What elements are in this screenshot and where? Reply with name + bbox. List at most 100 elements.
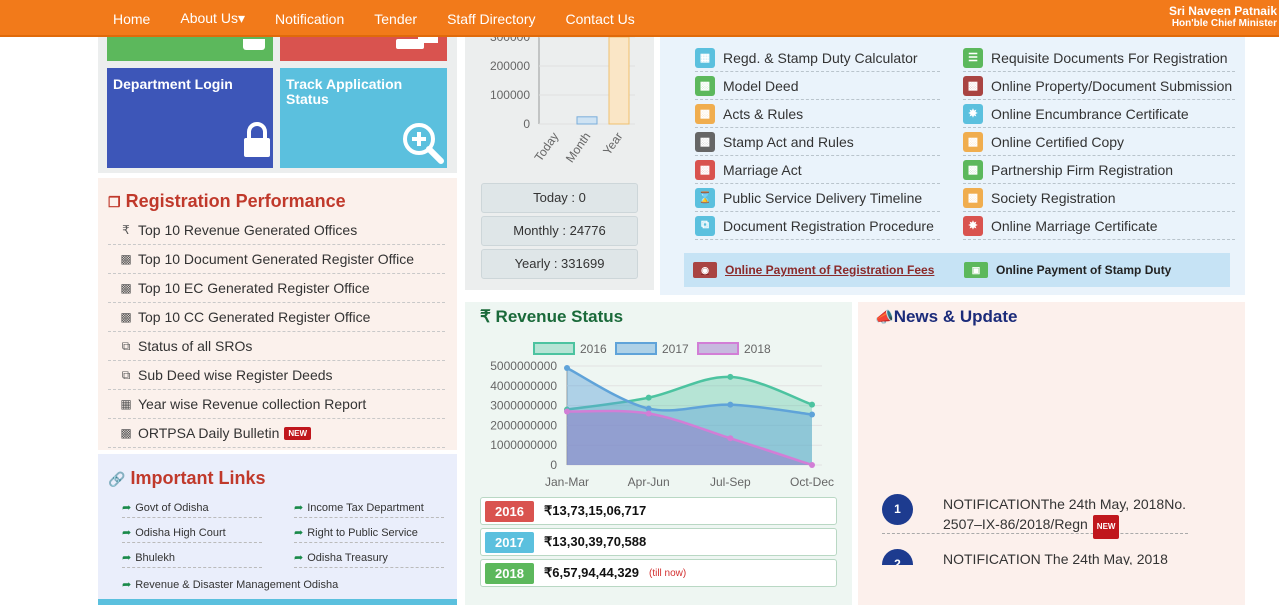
y-tick-label: 3000000000 (490, 399, 557, 413)
service-label: Online Certified Copy (991, 133, 1125, 150)
y-tick-label: 5000000000 (490, 359, 557, 373)
series-line (566, 375, 813, 411)
link-revenue-disaster[interactable]: ➦ Revenue & Disaster Management Odisha (122, 575, 352, 595)
service-link[interactable]: ☰ Requisite Documents For Registration (963, 44, 1235, 72)
service-link[interactable]: ▦ Regd. & Stamp Duty Calculator (695, 44, 940, 72)
link-high-court[interactable]: ➦ Odisha High Court (122, 523, 262, 543)
list-item[interactable]: ▩ Top 10 EC Generated Register Office (108, 274, 445, 303)
tile-icon (243, 39, 265, 50)
card-icon: ▣ (964, 262, 988, 278)
y-tick-label: 2000000000 (490, 418, 557, 432)
list-item[interactable]: ⧉ Sub Deed wise Register Deeds (108, 361, 445, 390)
link-right-to-public-service[interactable]: ➦ Right to Public Service (294, 523, 444, 543)
x-tick-label: Apr-Jun (628, 475, 670, 489)
list-item[interactable]: ⧉ Status of all SROs (108, 332, 445, 361)
track-application-tile[interactable]: Track Application Status (280, 68, 447, 168)
bookmark-icon: ❐ (108, 194, 121, 210)
news-text-content: NOTIFICATIONThe 24th May, 2018No. 2507–I… (943, 496, 1187, 532)
service-link[interactable]: ▩ Online Property/Document Submission (963, 72, 1235, 100)
lock-icon (241, 122, 273, 161)
service-link[interactable]: ✸ Online Encumbrance Certificate (963, 100, 1235, 128)
list-item[interactable]: ▦ Year wise Revenue collection Report (108, 390, 445, 419)
news-item[interactable]: 2 NOTIFICATION The 24th May, 2018 (882, 549, 1188, 565)
service-label: Marriage Act (723, 161, 802, 178)
service-label: Online Marriage Certificate (991, 217, 1158, 234)
year-badge: 2016 (485, 501, 534, 522)
service-icon: ✸ (963, 103, 983, 124)
service-link[interactable]: ▩ Stamp Act and Rules (695, 128, 940, 156)
revenue-amount: ₹13,73,15,06,717 (544, 503, 647, 518)
payment-bar: ◉ Online Payment of Registration Fees ▣ On… (684, 253, 1230, 287)
top-navigation: Home About Us▾ Notification Tender Staff… (0, 0, 1279, 37)
department-login-tile[interactable]: Department Login (107, 68, 273, 168)
service-link[interactable]: ⌛ Public Service Delivery Timeline (695, 184, 940, 212)
service-link[interactable]: ▩ Society Registration (963, 184, 1235, 212)
list-item-label: Year wise Revenue collection Report (138, 396, 367, 412)
x-tick-label: Jan-Mar (545, 475, 589, 489)
legend-label: 2017 (662, 342, 689, 356)
news-item[interactable]: 1 NOTIFICATIONThe 24th May, 2018No. 2507… (882, 494, 1188, 539)
share-arrow-icon: ➦ (294, 552, 304, 564)
series-line (566, 409, 813, 467)
list-item-label: Sub Deed wise Register Deeds (138, 367, 333, 383)
list-item-label: Top 10 Revenue Generated Offices (138, 222, 358, 238)
series-area (567, 376, 812, 465)
list-item-label: Top 10 Document Generated Register Offic… (138, 251, 415, 267)
monthly-count: Monthly : 24776 (481, 216, 638, 246)
link-icon: 🔗 (108, 471, 126, 487)
till-now-note: (till now) (649, 568, 687, 579)
nav-notification[interactable]: Notification (274, 10, 345, 27)
data-point (727, 401, 734, 408)
data-point (809, 462, 815, 468)
nav-about-us[interactable]: About Us▾ (180, 10, 245, 26)
document-icon: ▩ (120, 252, 132, 266)
revenue-row-2016: 2016 ₹13,73,15,06,717 (480, 497, 837, 525)
top-green-tile[interactable] (107, 37, 273, 61)
service-icon: ▩ (963, 159, 983, 180)
nav-staff-directory[interactable]: Staff Directory (447, 10, 536, 27)
service-label: Online Property/Document Submission (991, 77, 1233, 94)
list-item-label: Status of all SROs (138, 338, 253, 354)
series-area (567, 367, 812, 465)
service-icon: ▩ (695, 75, 715, 96)
document-icon: ▩ (120, 426, 132, 440)
link-label: Odisha Treasury (307, 552, 388, 564)
tile-icon (396, 37, 440, 51)
link-income-tax[interactable]: ➦ Income Tax Department (294, 498, 444, 518)
x-tick-label: Today (532, 130, 562, 164)
service-link[interactable]: ▩ Online Certified Copy (963, 128, 1235, 156)
document-icon: ▩ (120, 281, 132, 295)
top-red-tile[interactable] (280, 37, 447, 61)
list-item[interactable]: ₹ Top 10 Revenue Generated Offices (108, 216, 445, 245)
nav-home[interactable]: Home (113, 10, 151, 27)
service-link[interactable]: ▩ Acts & Rules (695, 100, 940, 128)
service-link[interactable]: ▩ Partnership Firm Registration (963, 156, 1235, 184)
list-item[interactable]: ▩ ORTPSA Daily Bulletin NEW (108, 419, 445, 448)
link-odisha-treasury[interactable]: ➦ Odisha Treasury (294, 548, 444, 568)
megaphone-icon: 📣 (875, 309, 894, 326)
list-item[interactable]: ▩ Top 10 Document Generated Register Offi… (108, 245, 445, 274)
service-link[interactable]: ✸ Online Marriage Certificate (963, 212, 1235, 240)
bar (576, 116, 598, 125)
link-govt-odisha[interactable]: ➦ Govt of Odisha (122, 498, 262, 518)
pay-stamp-duty-link[interactable]: ▣ Online Payment of Stamp Duty (964, 262, 1171, 278)
document-icon: ▩ (120, 310, 132, 324)
nav-tender[interactable]: Tender (374, 10, 418, 27)
list-item[interactable]: ▩ Top 10 CC Generated Register Office (108, 303, 445, 332)
news-number: 2 (882, 549, 913, 565)
service-label: Acts & Rules (723, 105, 804, 122)
service-link[interactable]: ⧉ Document Registration Procedure (695, 212, 940, 240)
service-icon: ⧉ (695, 215, 715, 236)
service-link[interactable]: ▩ Marriage Act (695, 156, 940, 184)
data-point (645, 394, 652, 401)
service-label: Stamp Act and Rules (723, 133, 854, 150)
data-point (645, 410, 652, 417)
service-icon: ▩ (963, 131, 983, 152)
nav-contact-us[interactable]: Contact Us (565, 10, 635, 27)
pay-registration-fees-link[interactable]: ◉ Online Payment of Registration Fees (693, 262, 934, 278)
service-link[interactable]: ▩ Model Deed (695, 72, 940, 100)
link-bhulekh[interactable]: ➦ Bhulekh (122, 548, 262, 568)
news-number: 1 (882, 494, 913, 525)
copy-icon: ⧉ (121, 367, 131, 382)
share-arrow-icon: ➦ (122, 579, 132, 591)
